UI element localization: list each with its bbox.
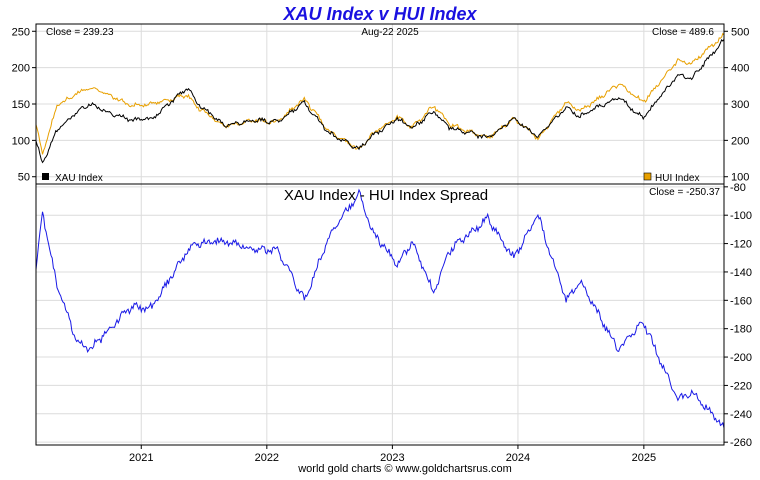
legend-swatch-xau	[42, 173, 49, 180]
date-label: Aug-22 2025	[361, 27, 419, 38]
y-tick-label-left: 200	[12, 63, 30, 75]
legend-label-xau: XAU Index	[55, 173, 103, 184]
y-tick-label-right: -100	[730, 210, 752, 222]
y-tick-label-right: 100	[731, 172, 749, 184]
footer-credit: world gold charts © www.goldchartsrus.co…	[297, 463, 512, 475]
x-tick-label: 2023	[380, 452, 404, 464]
hui-close-label: Close = 489.6	[652, 27, 714, 38]
legend-label-hui: HUI Index	[655, 173, 699, 184]
y-tick-label-left: 250	[12, 26, 30, 38]
y-tick-label-right: -200	[730, 352, 752, 364]
spread-close-label: Close = -250.37	[649, 187, 720, 198]
legend-swatch-hui	[643, 172, 652, 181]
y-tick-label-right: -240	[730, 409, 752, 421]
y-tick-label-left: 50	[18, 172, 30, 184]
y-tick-label-right: -160	[730, 295, 752, 307]
x-tick-label: 2024	[506, 452, 530, 464]
y-tick-label-right: 500	[731, 26, 749, 38]
xau-close-label: Close = 239.23	[46, 27, 114, 38]
spread-panel: 2021 2022 2023 2024 2025 -80 -100 -120 -140 -160 -…	[35, 182, 752, 464]
y-tick-label-right: -180	[730, 324, 752, 336]
spread-panel-frame	[35, 183, 725, 446]
y-tick-label-right: -120	[730, 239, 752, 251]
series-line-xau	[35, 39, 725, 164]
y-tick-label-right: 200	[731, 135, 749, 147]
series-line-hui	[35, 32, 725, 155]
price-panel: 50 100 150 200 250 100 200 300 400 500 Close = 239…	[12, 23, 749, 185]
y-tick-label-right: -140	[730, 267, 752, 279]
y-tick-label-right: -260	[730, 437, 752, 449]
x-tick-label: 2025	[632, 452, 656, 464]
x-tick-label: 2021	[129, 452, 153, 464]
y-tick-label-right: 300	[731, 99, 749, 111]
spread-panel-title: XAU Index - HUI Index Spread	[284, 187, 488, 204]
y-tick-label-right: -220	[730, 380, 752, 392]
y-tick-label-left: 100	[12, 135, 30, 147]
chart-title: XAU Index v HUI Index	[282, 4, 477, 24]
series-line-spread	[35, 188, 725, 429]
x-tick-label: 2022	[255, 452, 279, 464]
y-tick-label-right: -80	[730, 182, 746, 194]
y-tick-label-right: 400	[731, 63, 749, 75]
y-tick-label-left: 150	[12, 99, 30, 111]
